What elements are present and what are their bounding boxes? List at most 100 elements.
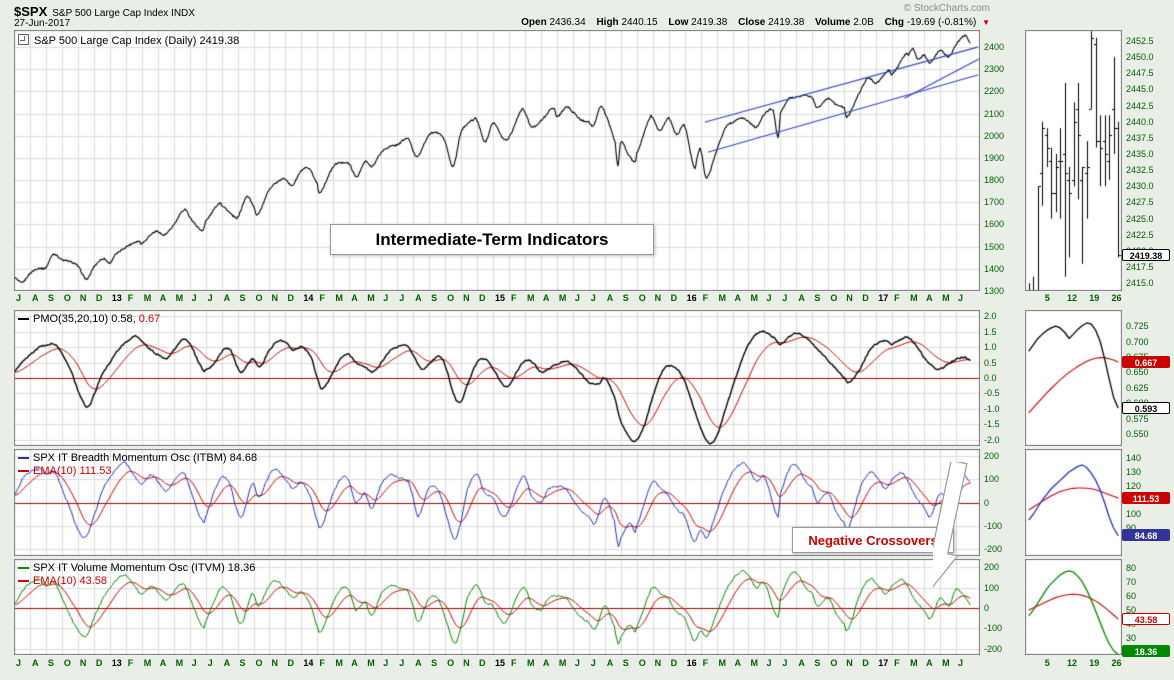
pmo-legend-swatch [18,318,29,320]
x-month-label: O [638,293,646,303]
x-month-label: J [191,293,197,303]
y-tick-label: 50 [1126,604,1137,615]
x-month-label: A [734,293,742,303]
y-tick-label: 40 [1126,618,1137,629]
high-value: 2440.15 [621,17,658,28]
last-value-tag: 0.667 [1122,355,1170,368]
x-month-label: N [463,658,470,668]
x-month-label: J [383,658,389,668]
x-month-label: A [415,658,422,668]
x-month-label: S [47,658,54,668]
close-value: 2419.38 [768,17,805,28]
x-day-label: 12 [1067,293,1078,303]
y-tick-label: 2300 [984,64,1005,75]
x-month-label: J [399,658,405,668]
copyright-link[interactable]: © StockCharts.com [903,3,990,14]
x-month-label: O [63,658,71,668]
x-month-label: J [766,293,772,303]
price-title-text: S&P 500 Large Cap Index (Daily) 2419.38 [34,35,240,47]
y-tick-label: 0.625 [1126,382,1149,393]
x-month-label: M [143,293,152,303]
x-month-label: O [830,658,838,668]
down-arrow-annotation [933,462,968,589]
y-tick-label: 1800 [984,175,1005,186]
x-day-label: 19 [1089,658,1100,668]
x-month-label: D [862,658,869,668]
x-month-label: S [239,658,246,668]
x-month-label: D [862,293,869,303]
x-year-label: 15 [495,658,506,668]
x-month-label: A [606,658,614,668]
x-month-label: J [383,293,389,303]
popout-chart-icon[interactable] [18,34,29,45]
price-panel-title: S&P 500 Large Cap Index (Daily) 2419.38 [18,34,239,47]
x-month-label: D [479,658,486,668]
y-tick-label: 90 [1126,522,1137,533]
x-month-label: F [510,658,517,668]
intermediate-term-indicators-text: Intermediate-Term Indicators [375,229,609,249]
y-tick-label: 1600 [984,219,1005,230]
x-month-label: J [590,293,596,303]
x-day-label: 5 [1044,658,1050,668]
x-month-label: N [271,658,278,668]
itvm-ema-text: EMA(10) 43.58 [33,575,107,587]
x-month-label: O [447,658,455,668]
quote-bar: Open 2436.34 High 2440.15 Low 2419.38 Cl… [521,17,990,28]
y-tick-label: 2425.0 [1126,213,1154,224]
x-month-label: M [718,293,727,303]
x-month-label: S [431,293,438,303]
y-tick-label: 2435.0 [1126,149,1154,160]
x-month-label: O [830,293,838,303]
y-tick-label: 1500 [984,241,1005,252]
x-month-label: F [319,658,325,668]
x-month-label: M [367,293,375,303]
y-tick-label: 0.700 [1126,336,1149,347]
last-value-tag: 84.68 [1122,529,1170,542]
x-month-label: M [175,293,184,303]
itbm-ema-swatch [18,470,29,472]
x-month-label: M [335,293,343,303]
y-tick-label: 2100 [984,108,1005,119]
x-month-label: J [16,658,22,668]
x-month-label: J [16,293,22,303]
x-month-label: A [351,658,358,668]
x-month-label: N [654,658,662,668]
x-year-label: 15 [495,293,506,303]
x-month-label: A [606,293,614,303]
y-tick-label: 0.675 [1126,351,1149,362]
x-month-label: J [574,658,580,668]
itbm-panel-title: SPX IT Breadth Momentum Osc (ITBM) 84.68 [18,452,257,464]
y-tick-label: 80 [1126,562,1137,573]
itbm-title-text: SPX IT Breadth Momentum Osc (ITBM) 84.68 [33,452,258,464]
x-month-label: N [846,658,853,668]
low-label: Low [668,17,689,28]
y-tick-label: 2440.0 [1126,116,1154,127]
x-day-label: 26 [1111,658,1122,668]
x-year-label: 17 [878,658,889,668]
y-tick-label: 0.650 [1126,367,1149,378]
x-month-label: F [894,293,900,303]
y-tick-label: 100 [1126,508,1142,519]
x-month-label: N [654,293,662,303]
x-month-label: A [415,293,422,303]
chart-header: $SPX S&P 500 Large Cap Index INDX [14,3,195,21]
x-year-label: 13 [111,293,122,303]
y-tick-label: 110 [1126,494,1141,505]
x-month-label: A [542,658,550,668]
y-tick-label: 2442.5 [1126,100,1154,111]
x-month-label: D [287,658,294,668]
y-tick-label: 0.5 [984,357,997,368]
x-month-label: F [702,293,709,303]
y-tick-label: 1900 [984,152,1005,163]
high-label: High [596,17,619,28]
y-tick-label: 130 [1126,466,1142,477]
x-month-label: M [910,293,918,303]
x-month-label: F [894,658,900,668]
x-month-label: D [670,658,678,668]
x-month-label: A [926,658,933,668]
x-month-label: M [558,293,567,303]
x-year-label: 17 [878,293,889,303]
x-month-label: M [750,658,758,668]
pmo-title-text: PMO(35,20,10) 0.58, [33,313,136,325]
y-tick-label: 0.575 [1126,413,1149,424]
